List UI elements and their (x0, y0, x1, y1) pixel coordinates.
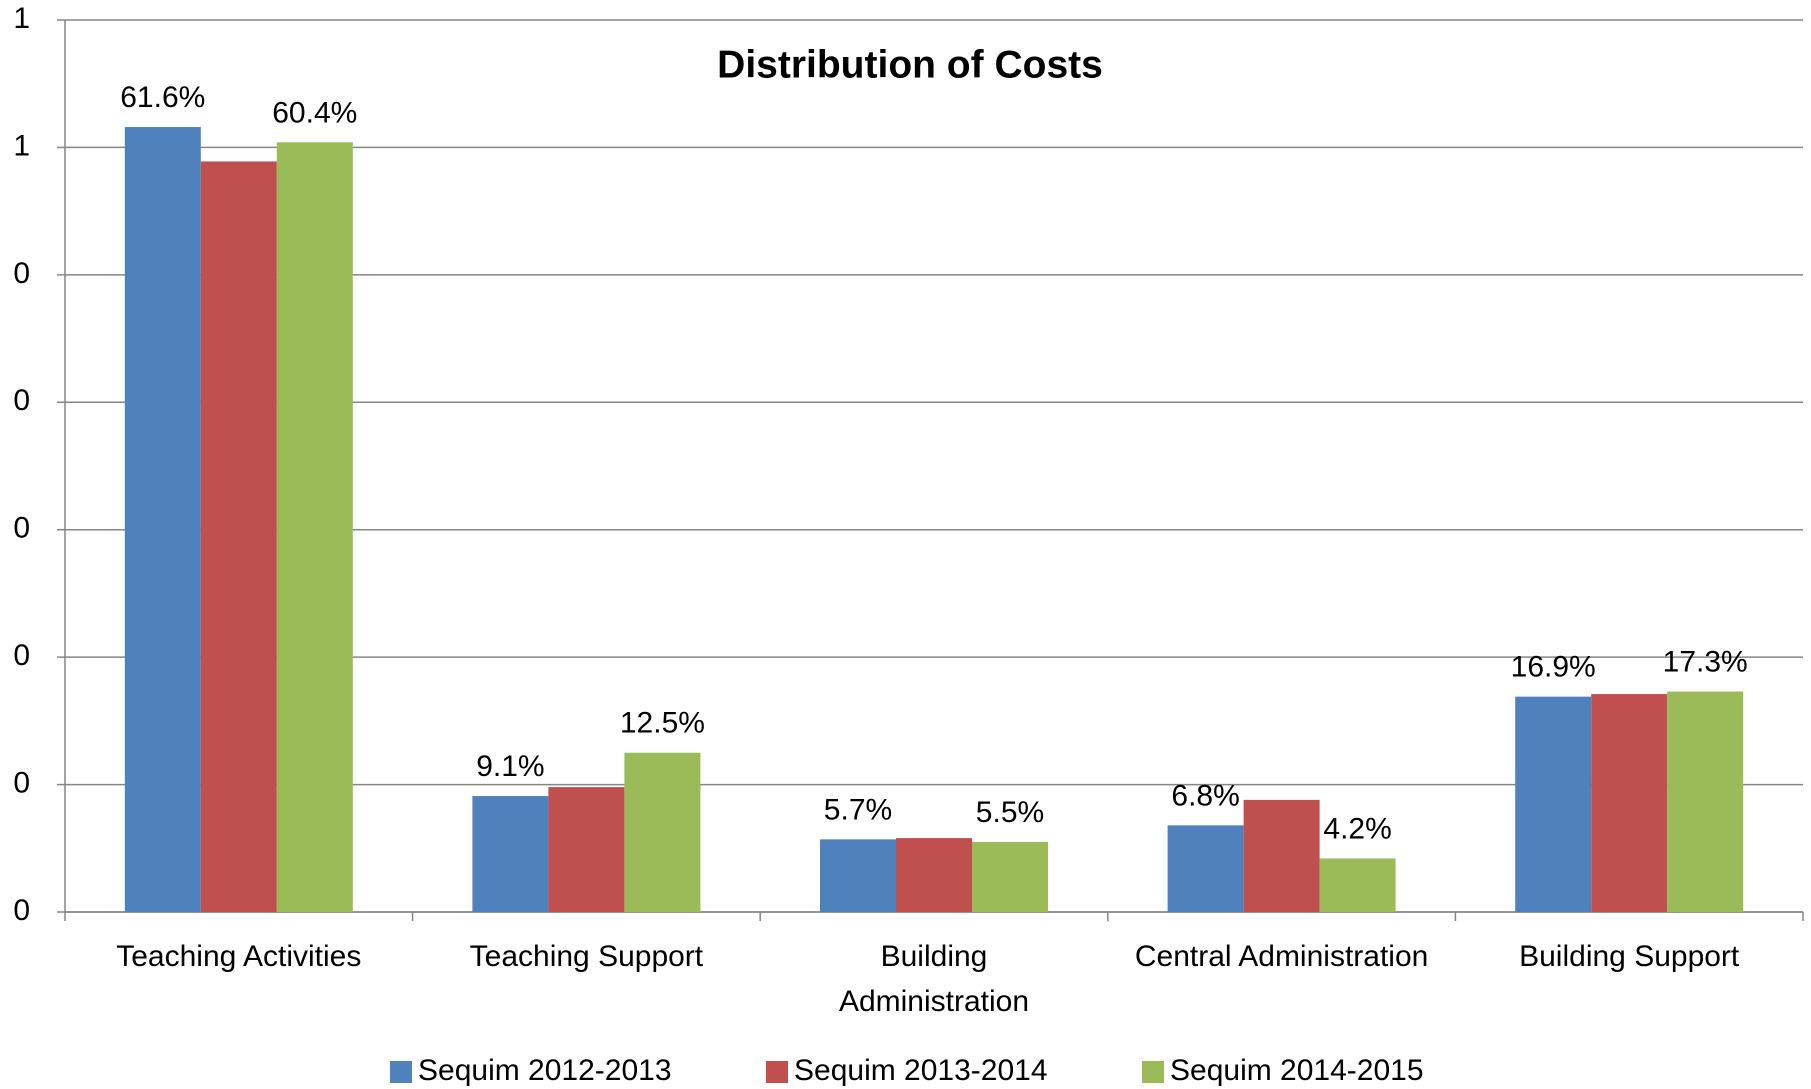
legend-label: Sequim 2012-2013 (418, 1054, 672, 1087)
bar (820, 839, 896, 912)
chart-title: Distribution of Costs (717, 43, 1103, 86)
bar (200, 161, 277, 913)
data-label: 5.5% (976, 796, 1044, 829)
bar (276, 142, 353, 912)
data-label: 4.2% (1323, 812, 1391, 845)
x-tick-label: Building Administration (838, 940, 1030, 1018)
bar (972, 841, 1048, 912)
x-tick-label-box: Teaching Support (469, 940, 704, 973)
bar (1167, 825, 1244, 912)
x-tick-label: Teaching Activities (116, 940, 362, 973)
x-tick-label-box: Teaching Activities (116, 940, 362, 973)
x-tick-label: Central Administration (1134, 940, 1429, 973)
data-label: 6.8% (1171, 779, 1239, 812)
y-tick-label: 0 (13, 894, 30, 927)
legend-label: Sequim 2013-2014 (794, 1054, 1048, 1087)
legend-label: Sequim 2014-2015 (1170, 1054, 1424, 1087)
x-tick-label-box: Central Administration (1134, 940, 1429, 973)
bar (1667, 691, 1744, 912)
bar (1319, 858, 1396, 912)
y-tick-label: 0 (13, 766, 30, 799)
y-tick-label: 0 (13, 384, 30, 417)
bar (1515, 696, 1592, 912)
legend-swatch (390, 1061, 412, 1083)
data-label: 17.3% (1663, 645, 1748, 678)
x-tick-label-box: Building Support (1519, 940, 1740, 973)
x-tick-label-box: Building Administration (838, 940, 1030, 1018)
data-label: 61.6% (120, 81, 205, 114)
y-tick-label: 0 (13, 257, 30, 290)
legend-swatch (766, 1061, 788, 1083)
bar (624, 752, 701, 912)
legend-swatch (1142, 1061, 1164, 1083)
data-label: 5.7% (824, 793, 892, 826)
x-tick-label: Teaching Support (469, 940, 704, 973)
data-label: 16.9% (1511, 651, 1596, 684)
bar (124, 127, 201, 913)
data-label: 60.4% (272, 96, 357, 129)
y-tick-label: 1 (13, 129, 30, 162)
x-tick-label: Building Support (1519, 940, 1740, 973)
y-tick-label: 1 (13, 2, 30, 35)
data-label: 9.1% (476, 750, 544, 783)
bar (896, 838, 972, 912)
bar (548, 787, 625, 912)
data-label: 12.5% (620, 707, 705, 740)
bar (1591, 694, 1668, 912)
y-tick-label: 0 (13, 639, 30, 672)
y-tick-label: 0 (13, 512, 30, 545)
bar (472, 796, 549, 912)
bar (1243, 799, 1320, 912)
